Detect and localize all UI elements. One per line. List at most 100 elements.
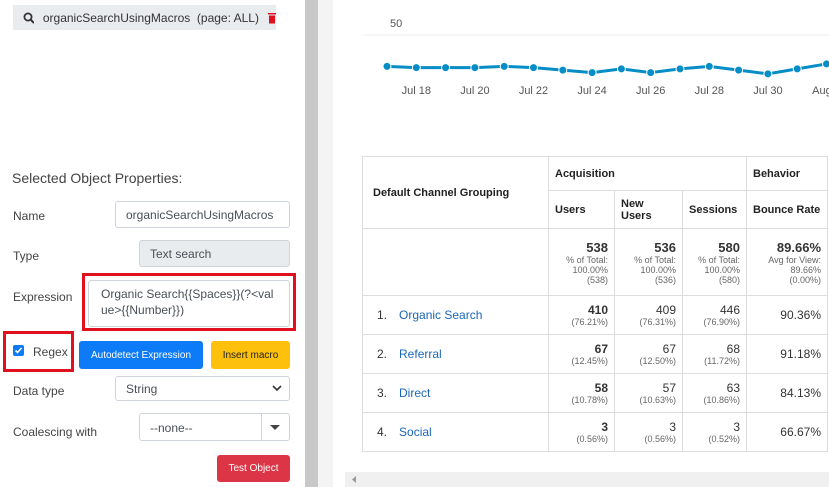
- y-tick-label: 50: [390, 18, 402, 30]
- point: [646, 68, 656, 78]
- channel-link[interactable]: Social: [399, 425, 432, 439]
- x-tick-label: Jul 20: [460, 85, 489, 97]
- total-sub: % of Total:: [566, 254, 608, 265]
- metric-share: (0.52%): [708, 434, 740, 444]
- metric-cell: 90.36%: [746, 295, 828, 335]
- type-label: Type: [13, 249, 40, 263]
- point: [499, 61, 509, 71]
- metric-share: (0.56%): [644, 434, 676, 444]
- delete-icon[interactable]: [267, 12, 276, 24]
- point: [558, 65, 568, 75]
- channel-link[interactable]: Organic Search: [399, 308, 483, 322]
- group-header: Acquisition: [548, 156, 747, 191]
- total-cell: 538% of Total: 100.00% (538): [548, 228, 615, 296]
- tag-text: organicSearchUsingMacros (page: ALL): [42, 10, 259, 25]
- metric-cell: 63 (10.86%): [682, 373, 747, 413]
- dropdown-arrow: [270, 425, 280, 430]
- total-value: 580: [718, 239, 740, 255]
- x-tick-label: Jul 28: [695, 85, 724, 97]
- point: [616, 64, 626, 74]
- metric-cell: 3 (0.56%): [614, 412, 683, 452]
- x-tick-label: Jul 22: [519, 85, 548, 97]
- data-type-select[interactable]: String: [115, 376, 290, 401]
- channel-cell: 4. Social: [362, 412, 549, 452]
- data-row: 3. Direct 58 (10.78%) 57 (10.63%) 63 (10.86%) 84…: [362, 373, 828, 413]
- metric-cell: 58 (10.78%): [548, 373, 615, 413]
- metric-cell: 68 (11.72%): [682, 334, 747, 374]
- scrollbar[interactable]: [305, 0, 318, 487]
- point: [441, 63, 451, 73]
- data-row: 2. Referral 67 (12.45%) 67 (12.50%) 68 (11.72%)…: [362, 334, 828, 374]
- total-cell: 580% of Total: 100.00% (580): [682, 228, 747, 296]
- total-value: 89.66%: [776, 239, 821, 255]
- metric-value: 67: [662, 342, 676, 356]
- metric-share: (76.31%): [639, 317, 676, 327]
- total-value: 538: [586, 239, 608, 255]
- report-table: Default Channel Grouping Acquisition Behav…: [362, 156, 828, 452]
- horizontal-scrollbar[interactable]: [345, 472, 829, 487]
- point: [529, 63, 538, 73]
- autodetect-button[interactable]: Autodetect Expression: [79, 341, 203, 369]
- metric-value: 67: [594, 342, 608, 356]
- channel-link[interactable]: Referral: [399, 347, 442, 361]
- point: [822, 59, 829, 69]
- total-sub: % of Total:: [634, 254, 676, 265]
- object-tag[interactable]: organicSearchUsingMacros (page: ALL): [13, 5, 276, 30]
- type-input: Text search: [139, 240, 290, 267]
- metric-share: (11.72%): [704, 356, 740, 366]
- metric-value: 3: [733, 420, 740, 434]
- coalescing-select[interactable]: --none--: [139, 413, 290, 441]
- expression-label: Expression: [13, 290, 73, 304]
- channel-link[interactable]: Direct: [399, 386, 431, 400]
- metric-cell: 410 (76.21%): [548, 295, 615, 335]
- channel-cell: 1. Organic Search: [362, 295, 549, 335]
- metric-share: (12.50%): [639, 356, 676, 366]
- data-row: 1. Organic Search 410 (76.21%) 409 (76.31%) 44…: [362, 295, 828, 335]
- point: [470, 63, 480, 73]
- x-tick-label: Jul 18: [402, 85, 431, 97]
- total-sub: 100.00%: [704, 264, 740, 275]
- row-index: 3.: [377, 386, 388, 400]
- channel-cell: 3. Direct: [362, 373, 549, 413]
- gutter: [318, 0, 333, 487]
- line: [386, 62, 827, 76]
- point: [734, 65, 744, 75]
- name-input[interactable]: organicSearchUsingMacros: [115, 201, 290, 228]
- metric-value: 66.67%: [780, 425, 821, 439]
- metric-share: (76.90%): [703, 317, 740, 327]
- metric-cell: 409 (76.31%): [614, 295, 683, 335]
- column-row: Users New Users Sessions Bounce Rate: [363, 190, 828, 229]
- metric-cell: 67 (12.50%): [614, 334, 683, 374]
- divider: [261, 414, 262, 440]
- point: [763, 69, 773, 79]
- metric-cell: 67 (12.45%): [548, 334, 615, 374]
- row-index: 4.: [377, 425, 388, 439]
- metric-share: (10.63%): [639, 395, 676, 405]
- expression-input[interactable]: Organic Search{{Spaces}}(?<value>{{Numbe…: [88, 280, 290, 327]
- metric-value: 446: [719, 303, 740, 317]
- total-cell: 536% of Total: 100.00% (536): [614, 228, 683, 296]
- metric-value: 410: [587, 303, 608, 317]
- metric-cell: 91.18%: [746, 334, 828, 374]
- metric-cell: 3 (0.52%): [682, 412, 747, 452]
- metric-value: 3: [601, 420, 608, 434]
- metric-cell: 57 (10.63%): [614, 373, 683, 413]
- test-button[interactable]: Test Object: [217, 455, 290, 482]
- column-header: Sessions: [682, 190, 747, 229]
- regex-checkbox[interactable]: [13, 345, 24, 356]
- panel-title: Selected Object Properties:: [12, 170, 183, 186]
- x-tick-label: Jul 30: [753, 85, 782, 97]
- insert-macro-button[interactable]: Insert macro: [211, 341, 290, 369]
- metric-value: 91.18%: [780, 347, 821, 361]
- channel-cell: 2. Referral: [362, 334, 549, 374]
- row-index: 2.: [377, 347, 388, 361]
- data-type-label: Data type: [13, 384, 65, 398]
- group-header: Behavior: [746, 156, 828, 191]
- metric-cell: 66.67%: [746, 412, 828, 452]
- check-icon: [14, 347, 23, 354]
- chart: 50 Jul 18 Jul 20 Jul 22 Jul 24 Jul 26 Jul 28 Ju…: [363, 18, 829, 97]
- metric-value: 68: [726, 342, 740, 356]
- metric-cell: 446 (76.90%): [682, 295, 747, 335]
- header-row: Default Channel Grouping Acquisition Behav…: [362, 156, 828, 229]
